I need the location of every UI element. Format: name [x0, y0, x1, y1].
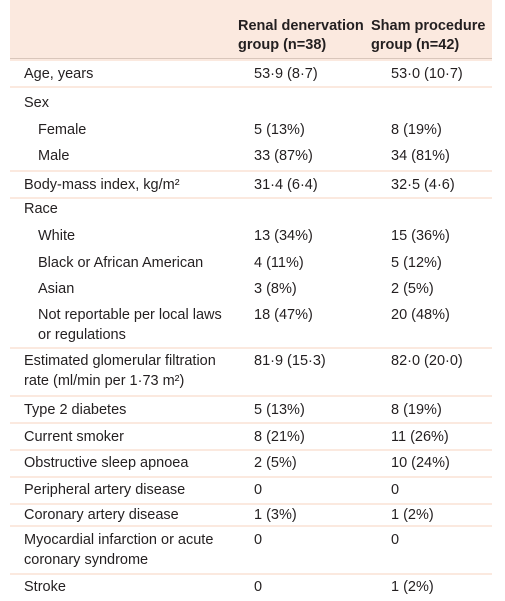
value-sham: 53·0 (10·7)	[391, 66, 463, 82]
row-label: Asian	[38, 281, 75, 297]
table-header: Renal denervation group (n=38) Sham proc…	[10, 0, 492, 58]
row-band	[10, 424, 492, 449]
row-label: White	[38, 228, 76, 244]
value-renal-denervation: 0	[254, 532, 263, 548]
row-band	[10, 199, 492, 347]
column-header-line: group (n=38)	[238, 37, 327, 53]
value-renal-denervation: 0	[254, 482, 263, 498]
row-label: Female	[38, 122, 87, 138]
value-sham: 32·5 (4·6)	[391, 177, 455, 193]
column-header-renal-denervation: Renal denervation group (n=38)	[238, 17, 364, 55]
value-sham: 82·0 (20·0)	[391, 353, 463, 369]
row-label: Coronary artery disease	[24, 507, 179, 523]
value-sham: 1 (2%)	[391, 507, 434, 523]
row-band	[10, 61, 492, 86]
row-label: Peripheral artery disease	[24, 482, 186, 498]
row-label: Current smoker	[24, 429, 124, 445]
value-renal-denervation: 5 (13%)	[254, 122, 305, 138]
row-label: Estimated glomerular filtration	[24, 353, 216, 369]
header-divider	[10, 58, 492, 59]
row-label: Type 2 diabetes	[24, 402, 127, 418]
row-band	[10, 505, 492, 525]
value-renal-denervation: 33 (87%)	[254, 148, 313, 164]
value-sham: 0	[391, 532, 400, 548]
value-renal-denervation: 4 (11%)	[254, 255, 304, 271]
value-sham: 34 (81%)	[391, 148, 450, 164]
value-sham: 5 (12%)	[391, 255, 442, 271]
column-header-sham-procedure: Sham procedure group (n=42)	[371, 17, 485, 55]
row-label: Age, years	[24, 66, 94, 82]
baseline-characteristics-table: Renal denervation group (n=38) Sham proc…	[10, 0, 492, 601]
row-label: rate (ml/min per 1·73 m²)	[24, 373, 185, 389]
row-band	[10, 575, 492, 601]
row-band	[10, 527, 492, 573]
value-sham: 11 (26%)	[391, 429, 449, 445]
row-band	[10, 397, 492, 422]
row-label: or regulations	[38, 327, 126, 343]
value-sham: 15 (36%)	[391, 228, 450, 244]
value-renal-denervation: 1 (3%)	[254, 507, 297, 523]
value-renal-denervation: 3 (8%)	[254, 281, 297, 297]
row-band	[10, 349, 492, 395]
value-sham: 8 (19%)	[391, 122, 442, 138]
value-renal-denervation: 81·9 (15·3)	[254, 353, 326, 369]
value-sham: 1 (2%)	[391, 579, 434, 595]
value-renal-denervation: 2 (5%)	[254, 455, 297, 471]
row-label: Myocardial infarction or acute	[24, 532, 214, 548]
column-header-line: Renal denervation	[238, 18, 364, 34]
value-renal-denervation: 53·9 (8·7)	[254, 66, 318, 82]
value-renal-denervation: 5 (13%)	[254, 402, 305, 418]
value-sham: 20 (48%)	[391, 307, 450, 323]
row-label: Body-mass index, kg/m²	[24, 177, 180, 193]
value-renal-denervation: 0	[254, 579, 263, 595]
row-label: Obstructive sleep apnoea	[24, 455, 189, 471]
value-renal-denervation: 31·4 (6·4)	[254, 177, 318, 193]
value-sham: 8 (19%)	[391, 402, 442, 418]
row-band	[10, 451, 492, 476]
row-label: Race	[24, 201, 58, 217]
column-header-line: Sham procedure	[371, 18, 486, 34]
value-renal-denervation: 18 (47%)	[254, 307, 313, 323]
row-label: coronary syndrome	[24, 552, 149, 568]
row-label: Sex	[24, 95, 49, 111]
row-label: Not reportable per local laws	[38, 307, 222, 323]
value-renal-denervation: 13 (34%)	[254, 228, 313, 244]
value-sham: 0	[391, 482, 400, 498]
column-header-line: group (n=42)	[371, 37, 460, 53]
row-label: Stroke	[24, 579, 66, 595]
row-label: Male	[38, 148, 70, 164]
value-renal-denervation: 8 (21%)	[254, 429, 305, 445]
row-band	[10, 88, 492, 170]
row-label: Black or African American	[38, 255, 204, 271]
row-band	[10, 172, 492, 197]
value-sham: 10 (24%)	[391, 455, 450, 471]
value-sham: 2 (5%)	[391, 281, 434, 297]
row-band	[10, 478, 492, 503]
